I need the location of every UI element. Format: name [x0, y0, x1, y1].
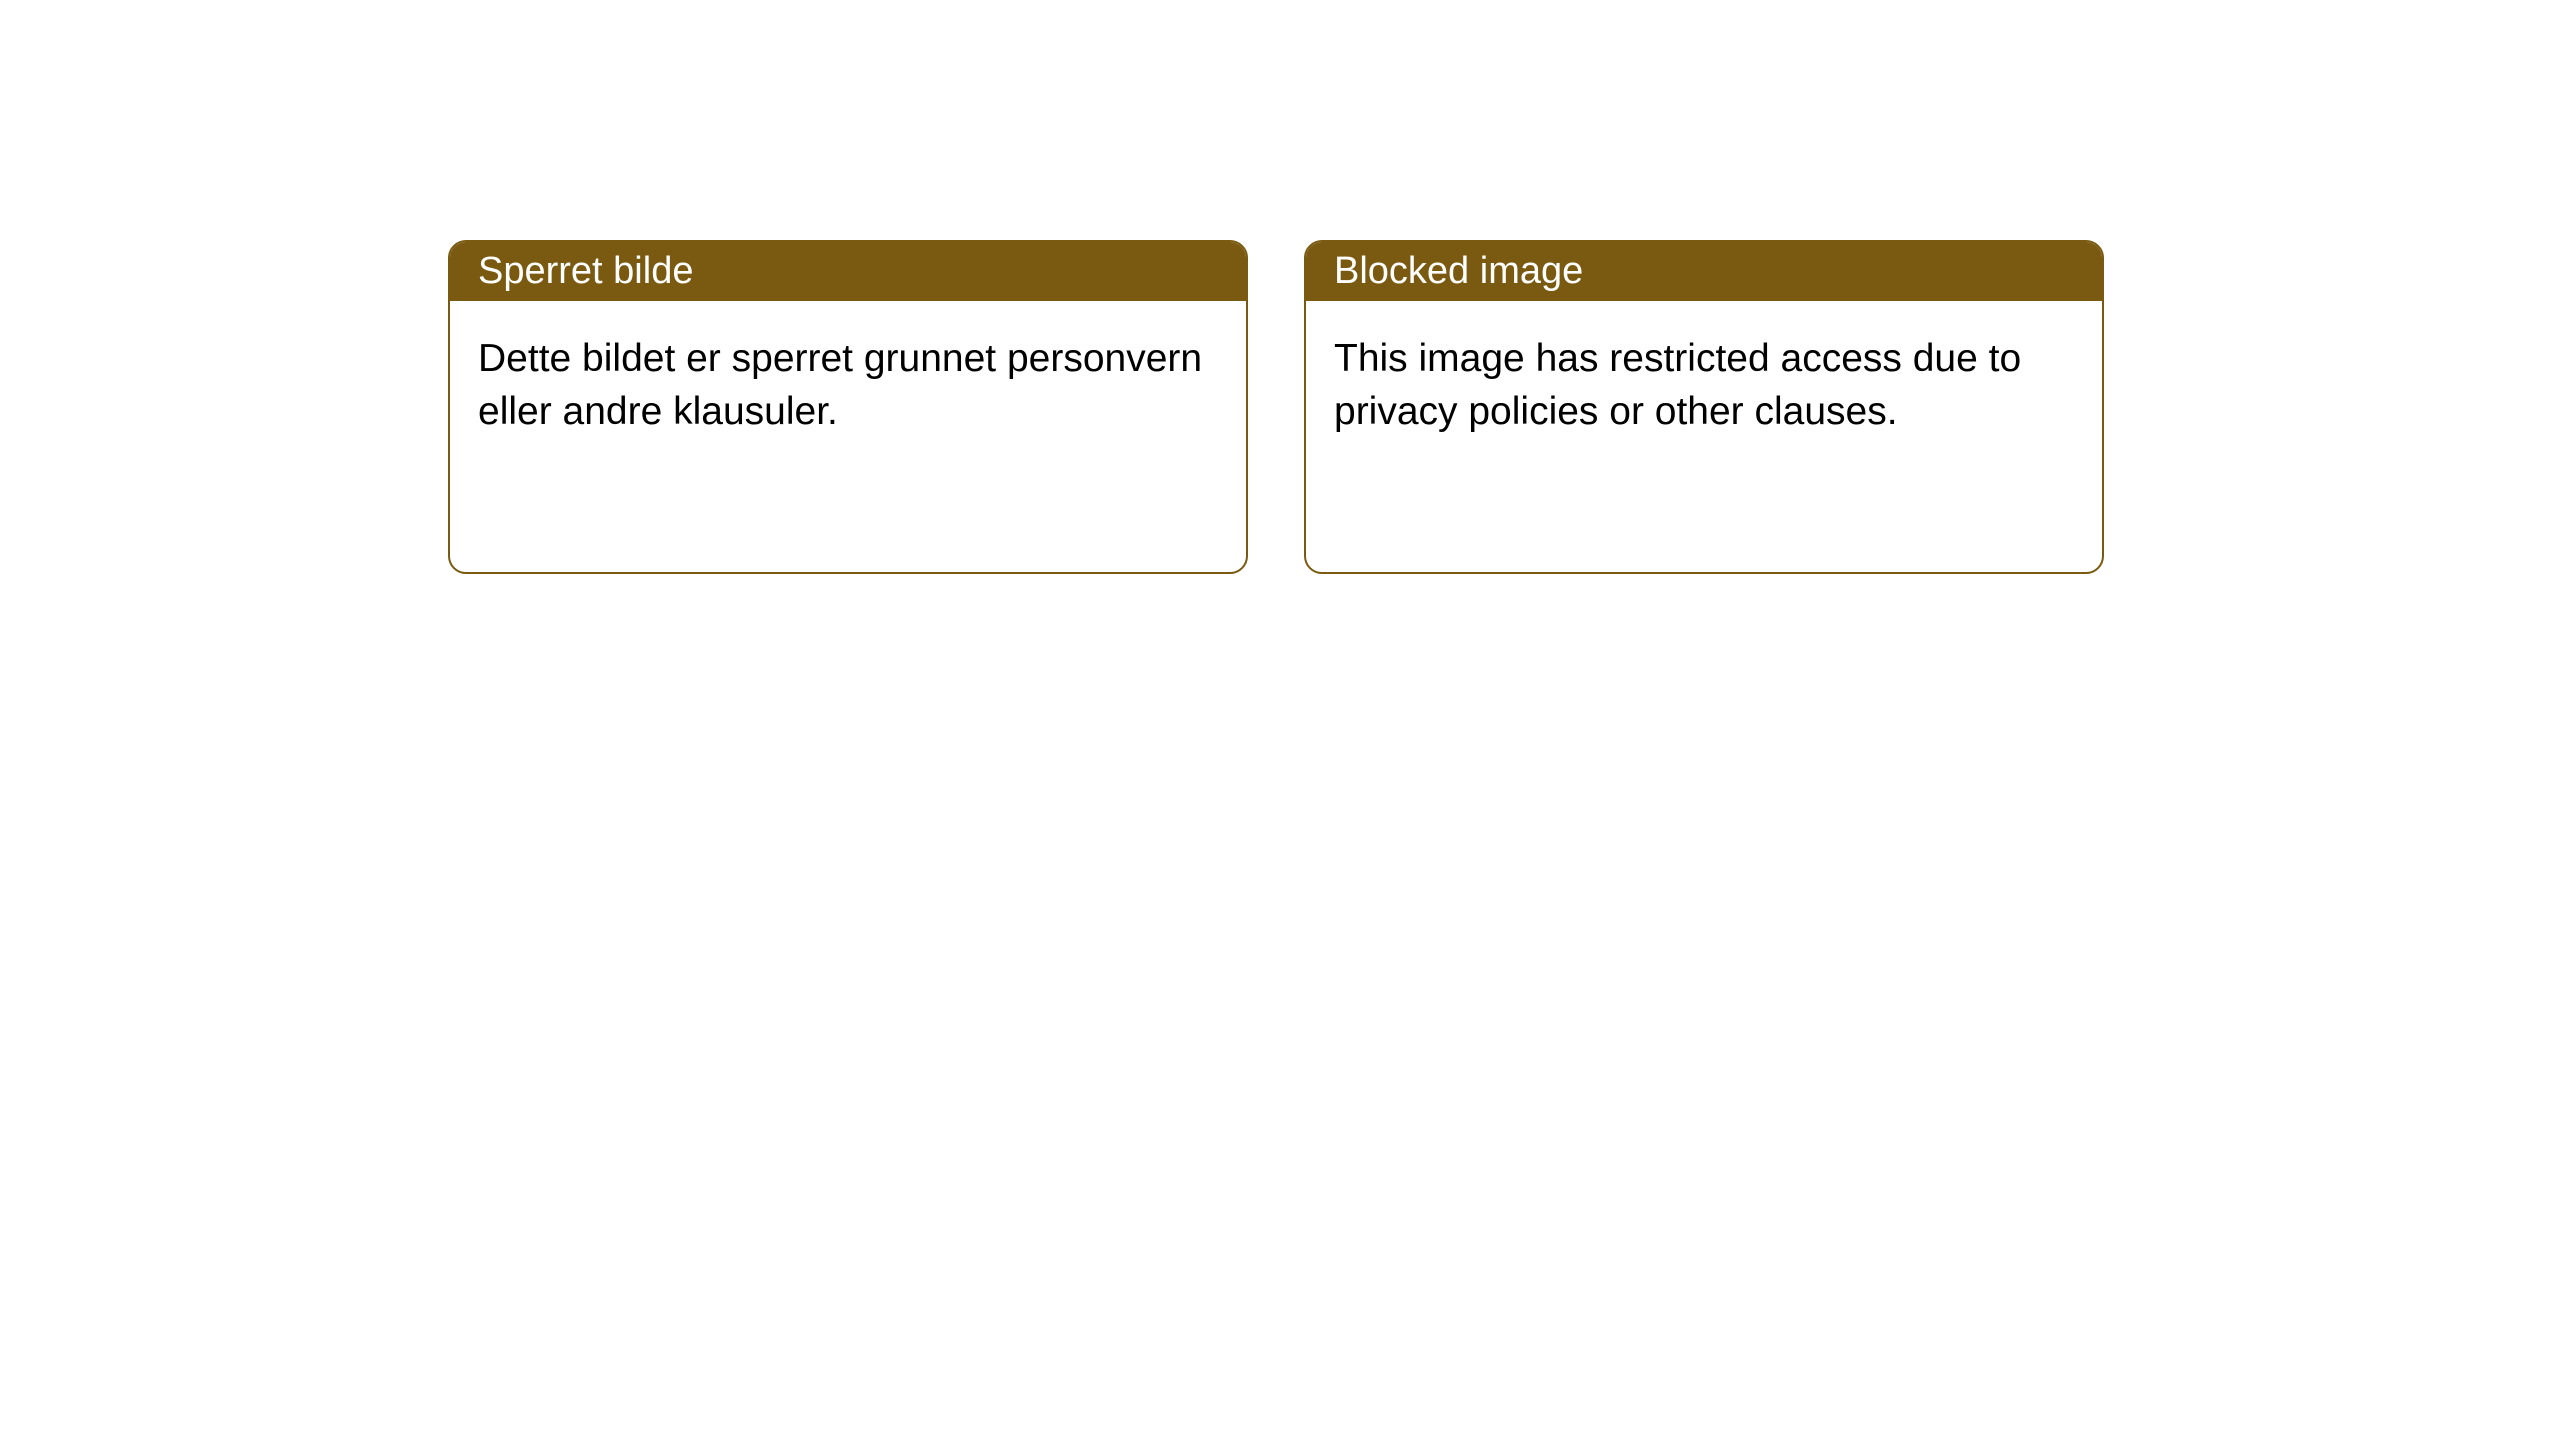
notice-header: Sperret bilde — [450, 242, 1246, 301]
notice-card-norwegian: Sperret bilde Dette bildet er sperret gr… — [448, 240, 1248, 574]
notice-header: Blocked image — [1306, 242, 2102, 301]
notice-body: This image has restricted access due to … — [1306, 301, 2102, 470]
notice-text: Dette bildet er sperret grunnet personve… — [478, 337, 1202, 433]
notice-text: This image has restricted access due to … — [1334, 337, 2021, 433]
notice-container: Sperret bilde Dette bildet er sperret gr… — [0, 0, 2560, 574]
notice-title: Blocked image — [1334, 250, 1583, 292]
notice-body: Dette bildet er sperret grunnet personve… — [450, 301, 1246, 470]
notice-title: Sperret bilde — [478, 250, 693, 292]
notice-card-english: Blocked image This image has restricted … — [1304, 240, 2104, 574]
